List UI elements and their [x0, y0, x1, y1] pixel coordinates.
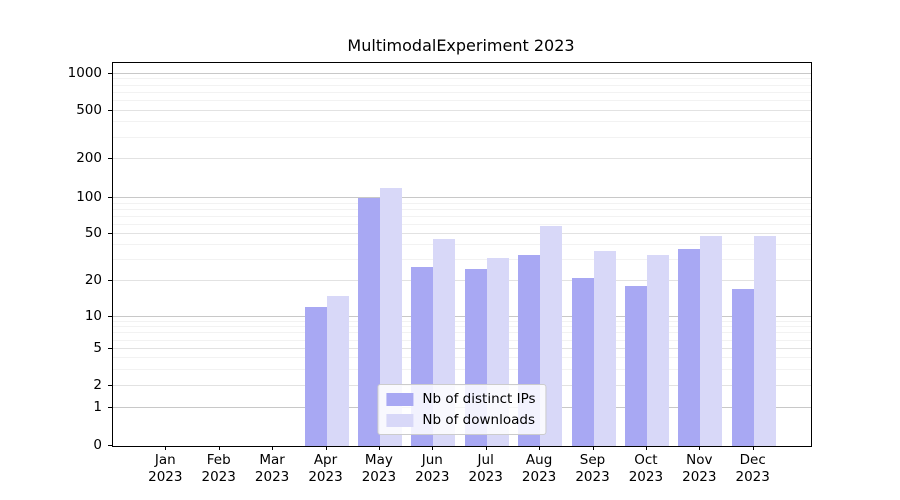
gridline-y-300 — [113, 136, 811, 138]
y-tick-label-1: 1 — [93, 398, 102, 415]
bar-downloads-sep — [593, 250, 616, 446]
gridline-y-400 — [113, 121, 811, 123]
gridline-y-30 — [113, 259, 811, 261]
gridline-y-900 — [113, 78, 811, 80]
y-tick-mark-2 — [108, 384, 112, 386]
x-tick-mark-nov — [699, 446, 701, 450]
x-tick-label-aug: Aug 2023 — [521, 452, 557, 485]
x-tick-label-oct: Oct 2023 — [628, 452, 664, 485]
x-tick-mark-sep — [592, 446, 594, 450]
bar-downloads-nov — [700, 236, 723, 446]
bar-downloads-dec — [753, 236, 776, 446]
legend-label-downloads: Nb of downloads — [422, 412, 535, 428]
chart-title: MultimodalExperiment 2023 — [347, 36, 575, 55]
y-tick-mark-0 — [108, 445, 112, 446]
x-tick-mark-aug — [539, 446, 541, 450]
y-tick-mark-200 — [108, 158, 112, 160]
gridline-y-800 — [113, 84, 811, 86]
y-tick-label-1000: 1000 — [67, 64, 102, 81]
x-tick-mark-dec — [752, 446, 754, 450]
x-tick-mark-apr — [325, 446, 327, 450]
bar-downloads-oct — [646, 255, 669, 446]
gridline-y-8 — [113, 326, 811, 328]
y-tick-mark-10 — [108, 315, 112, 317]
x-tick-label-jan: Jan 2023 — [148, 452, 183, 485]
y-tick-mark-5 — [108, 348, 112, 350]
legend-entry-downloads: Nb of downloads — [386, 412, 535, 428]
y-tick-label-500: 500 — [76, 101, 102, 118]
gridline-y-80 — [113, 208, 811, 210]
gridline-y-700 — [113, 91, 811, 93]
gridline-y-5 — [113, 348, 811, 350]
gridline-y-40 — [113, 244, 811, 246]
legend-entry-distinct-ips: Nb of distinct IPs — [386, 391, 536, 407]
gridline-y-50 — [113, 233, 811, 235]
gridline-y-600 — [113, 99, 811, 101]
y-tick-label-2: 2 — [93, 376, 102, 393]
legend: Nb of distinct IPs Nb of downloads — [377, 384, 547, 435]
bar-downloads-may — [379, 188, 402, 446]
bar-distinct-ips-dec — [731, 289, 754, 446]
y-tick-label-50: 50 — [84, 225, 102, 241]
gridline-y-10 — [113, 315, 811, 317]
x-tick-mark-may — [378, 446, 380, 450]
plot-area: Nb of distinct IPs Nb of downloads — [112, 62, 812, 447]
x-tick-label-dec: Dec 2023 — [735, 452, 770, 485]
gridline-y-20 — [113, 279, 811, 281]
legend-swatch-downloads — [386, 413, 414, 427]
gridline-y-200 — [113, 158, 811, 160]
y-tick-mark-1 — [108, 406, 112, 408]
y-tick-label-100: 100 — [76, 189, 102, 206]
y-tick-label-200: 200 — [76, 150, 102, 167]
y-tick-mark-500 — [108, 109, 112, 111]
x-tick-label-may: May 2023 — [361, 452, 397, 485]
x-tick-mark-feb — [218, 446, 220, 450]
gridline-y-6 — [113, 339, 811, 341]
x-tick-mark-jan — [165, 446, 167, 450]
gridline-y-500 — [113, 109, 811, 111]
x-tick-mark-mar — [272, 446, 274, 450]
bar-distinct-ips-nov — [678, 249, 701, 446]
bar-downloads-apr — [326, 295, 349, 446]
y-tick-mark-100 — [108, 197, 112, 199]
gridline-y-1000 — [113, 72, 811, 74]
x-tick-mark-jun — [432, 446, 434, 450]
x-tick-label-jun: Jun 2023 — [415, 452, 450, 485]
gridline-y-3 — [113, 368, 811, 370]
gridline-y-7 — [113, 332, 811, 334]
bar-distinct-ips-may — [357, 198, 380, 446]
gridline-y-4 — [113, 357, 811, 359]
x-tick-label-sep: Sep 2023 — [575, 452, 610, 485]
gridline-y-70 — [113, 215, 811, 217]
bar-distinct-ips-apr — [304, 307, 327, 446]
gridline-y-9 — [113, 320, 811, 322]
x-tick-mark-jul — [485, 446, 487, 450]
y-tick-label-20: 20 — [84, 271, 102, 288]
bar-distinct-ips-oct — [624, 286, 647, 446]
x-tick-label-mar: Mar 2023 — [254, 452, 290, 485]
x-tick-mark-oct — [645, 446, 647, 450]
legend-swatch-distinct-ips — [386, 392, 414, 406]
x-tick-label-jul: Jul 2023 — [468, 452, 503, 485]
gridline-y-90 — [113, 202, 811, 204]
y-tick-label-0: 0 — [93, 437, 102, 453]
x-tick-label-nov: Nov 2023 — [682, 452, 717, 485]
y-tick-label-10: 10 — [84, 307, 102, 324]
legend-label-distinct-ips: Nb of distinct IPs — [422, 391, 536, 407]
x-tick-label-apr: Apr 2023 — [308, 452, 343, 485]
gridline-y-100 — [113, 197, 811, 199]
bar-distinct-ips-sep — [571, 278, 594, 446]
gridline-y-60 — [113, 223, 811, 225]
y-tick-mark-1000 — [108, 72, 112, 74]
x-tick-label-feb: Feb 2023 — [201, 452, 236, 485]
y-tick-mark-20 — [108, 279, 112, 281]
y-tick-label-5: 5 — [93, 340, 102, 357]
y-tick-mark-50 — [108, 233, 112, 234]
